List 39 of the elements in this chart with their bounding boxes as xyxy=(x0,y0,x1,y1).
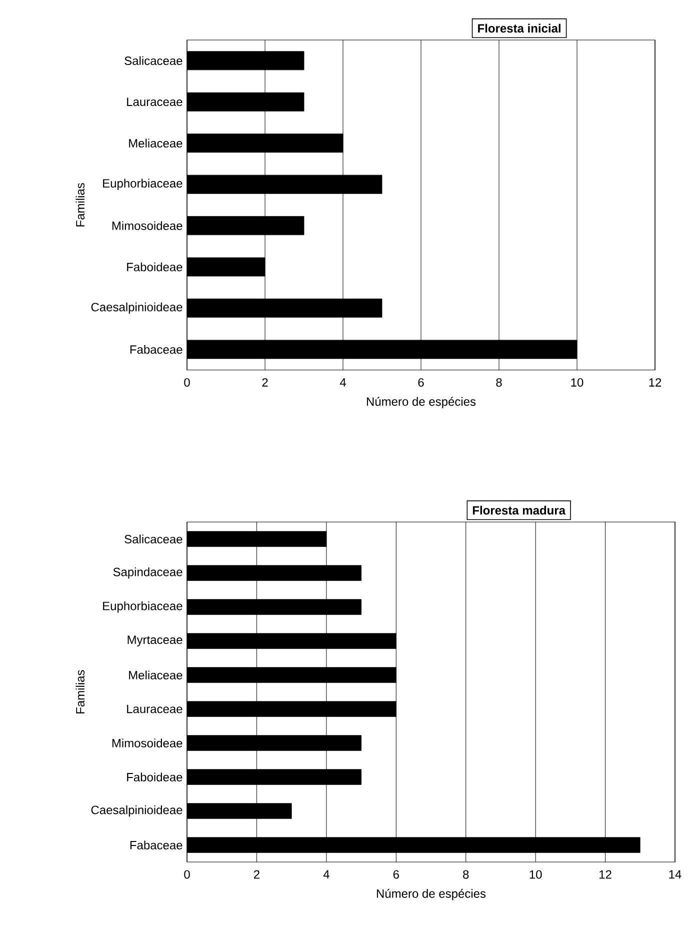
x-axis-title: Número de espécies xyxy=(366,396,476,408)
y-tick-label: Fabaceae xyxy=(130,840,182,850)
y-tick-label: Salicaceae xyxy=(124,534,182,544)
x-tick-label: 2 xyxy=(254,870,260,879)
y-tick-label: Lauraceae xyxy=(127,704,182,714)
x-tick-label: 2 xyxy=(262,378,268,387)
x-tick-label: 8 xyxy=(463,870,469,879)
y-tick-label: Meliaceae xyxy=(129,138,182,148)
y-tick-label: Caesalpinioideae xyxy=(91,302,182,314)
x-tick-label: 4 xyxy=(323,870,330,878)
chart-title: Floresta inicial xyxy=(478,24,560,33)
y-tick-label: Meliaceae xyxy=(129,670,182,680)
x-tick-label: 6 xyxy=(418,378,424,387)
y-tick-label: Faboideae xyxy=(127,772,182,782)
y-tick-label: Sapindaceae xyxy=(113,567,182,579)
x-tick-label: 8 xyxy=(496,378,502,387)
y-tick-label: Mimosoideae xyxy=(112,221,182,230)
y-tick-label: Euphorbiaceae xyxy=(103,178,182,190)
x-tick-label: 0 xyxy=(184,378,190,387)
y-tick-label: Lauraceae xyxy=(127,98,182,106)
y-tick-label: Myrtaceae xyxy=(128,636,182,646)
x-tick-label: 10 xyxy=(530,870,542,879)
x-tick-label: 10 xyxy=(571,378,584,387)
y-tick-label: Faboideae xyxy=(127,262,182,272)
x-tick-label: 4 xyxy=(340,378,346,386)
y-tick-label: Euphorbiaceae xyxy=(103,601,182,613)
x-tick-label: 12 xyxy=(600,870,612,879)
x-tick-label: 12 xyxy=(649,378,662,387)
y-axis-title: Familias xyxy=(76,183,85,226)
x-axis-title: Número de espécies xyxy=(376,888,486,900)
chart-title: Floresta madura xyxy=(472,506,566,515)
y-tick-label: Mimosoideae xyxy=(112,738,182,748)
x-tick-label: 0 xyxy=(184,870,190,879)
x-tick-label: 6 xyxy=(393,870,399,879)
y-tick-label: Fabaceae xyxy=(130,344,182,354)
y-tick-label: Caesalpinioideae xyxy=(91,805,182,817)
x-tick-label: 14 xyxy=(669,870,682,878)
y-tick-label: Salicaceae xyxy=(124,56,182,66)
y-axis-title: Familias xyxy=(76,670,85,714)
